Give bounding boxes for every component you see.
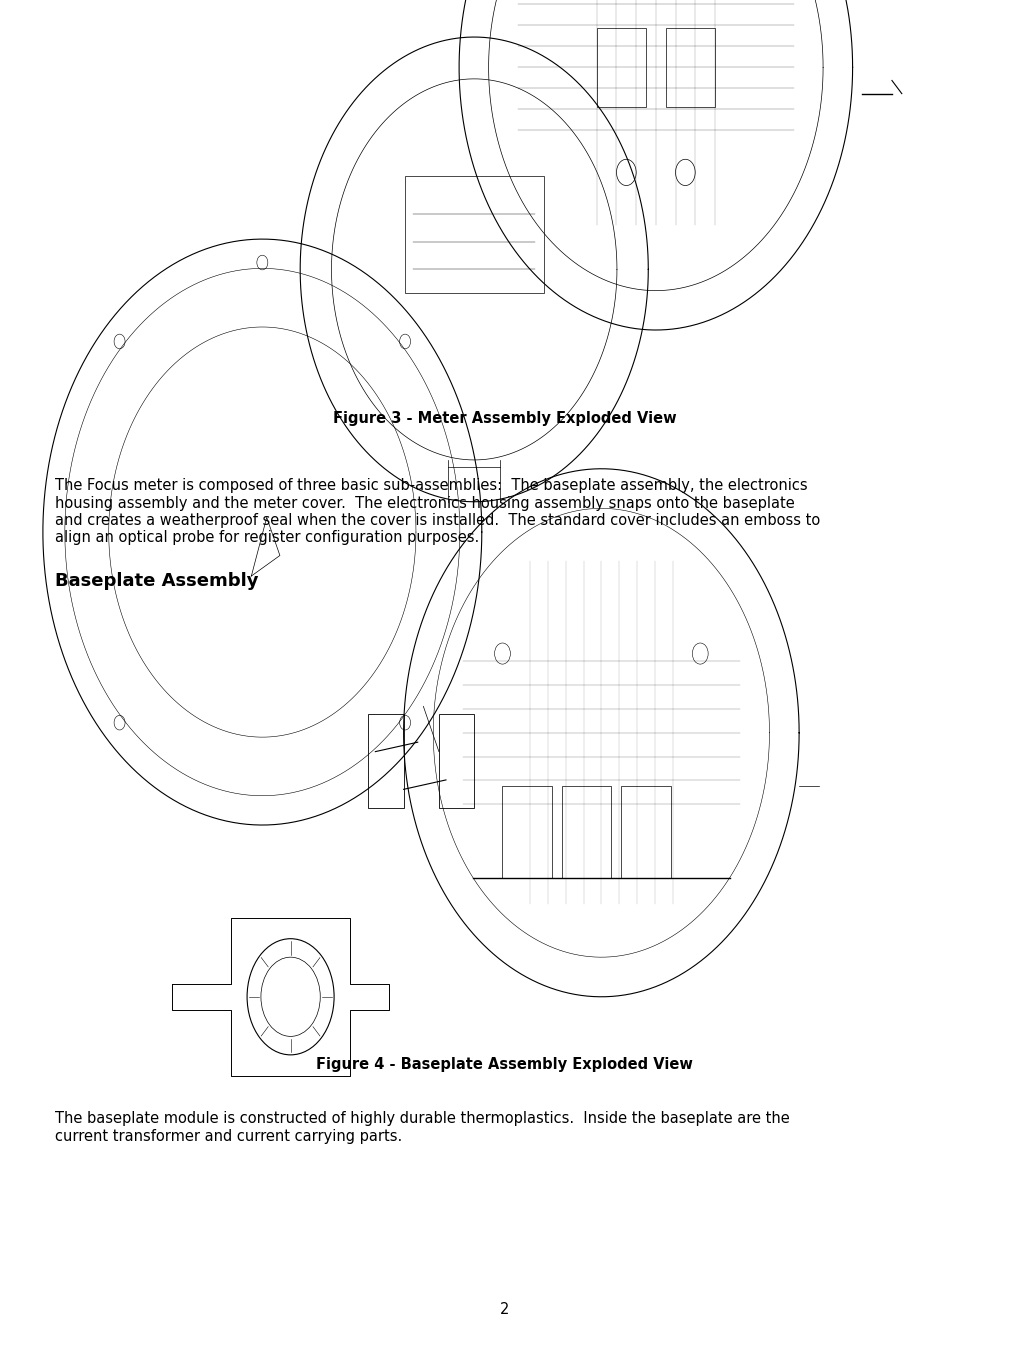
Text: 2: 2 (499, 1303, 510, 1317)
Text: The baseplate module is constructed of highly durable thermoplastics.  Inside th: The baseplate module is constructed of h… (55, 1111, 790, 1144)
Bar (405, 176, 544, 292)
Bar (439, 714, 474, 808)
Bar (596, 28, 646, 106)
Bar (666, 28, 714, 106)
Text: Baseplate Assembly: Baseplate Assembly (55, 572, 259, 590)
Text: The Focus meter is composed of three basic sub-assemblies:  The baseplate assemb: The Focus meter is composed of three bas… (55, 478, 820, 546)
Bar (368, 714, 404, 808)
Text: Figure 4 - Baseplate Assembly Exploded View: Figure 4 - Baseplate Assembly Exploded V… (316, 1057, 693, 1072)
Bar (562, 785, 611, 878)
Bar (502, 785, 552, 878)
Bar (622, 785, 671, 878)
Text: Figure 3 - Meter Assembly Exploded View: Figure 3 - Meter Assembly Exploded View (333, 411, 676, 426)
